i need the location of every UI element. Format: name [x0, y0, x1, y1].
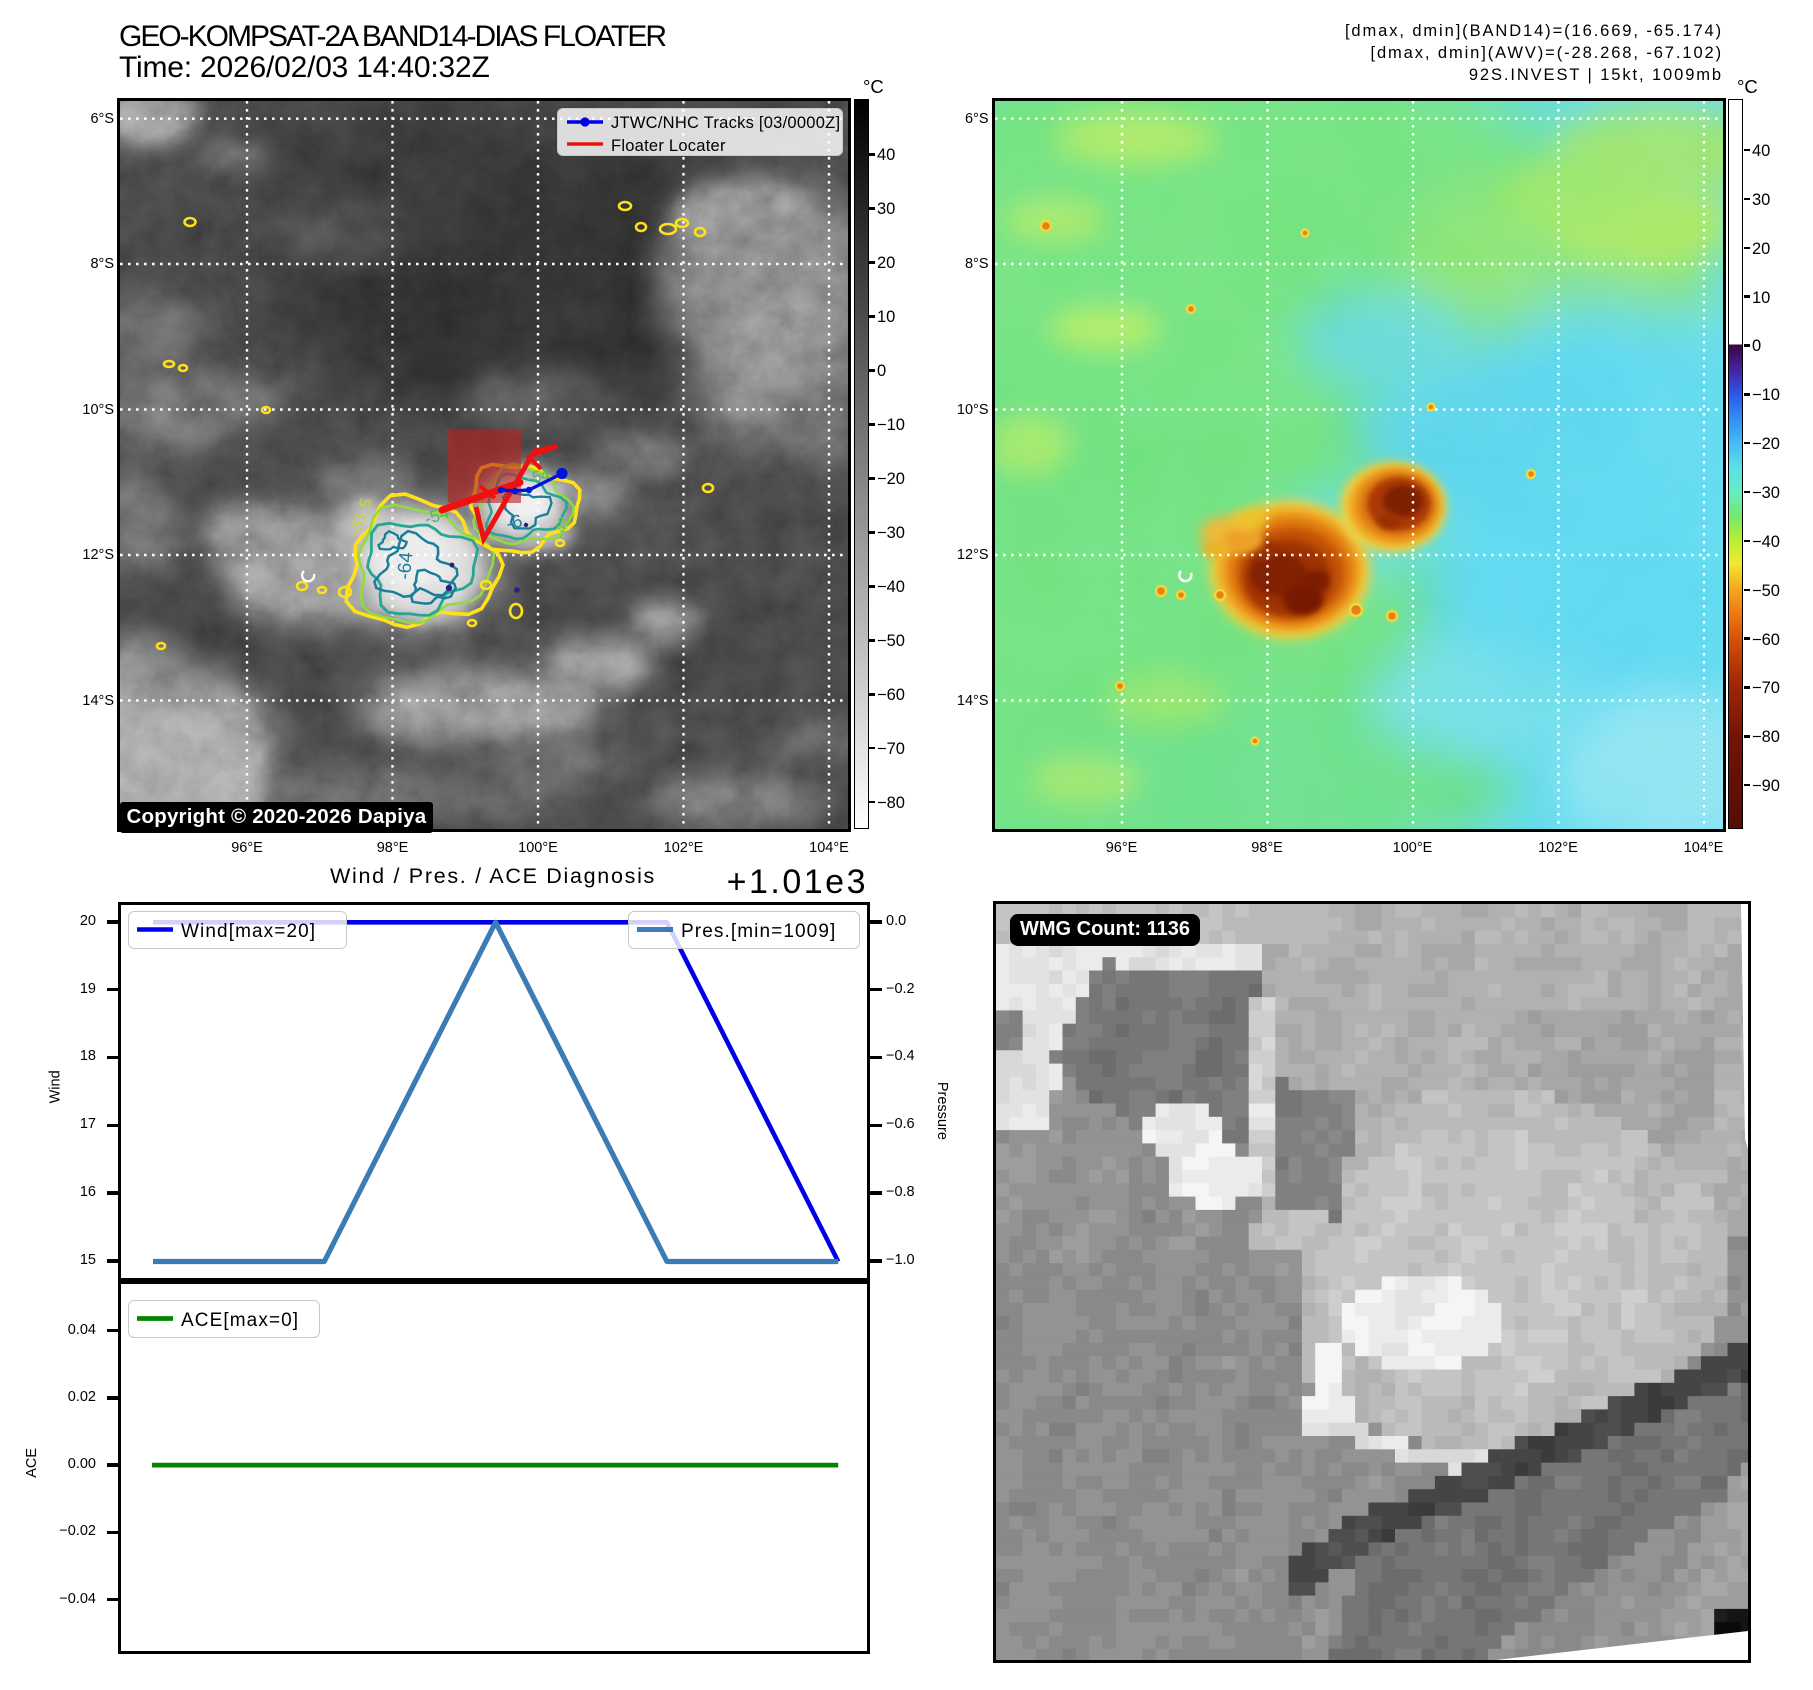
svg-text:-42: -42: [551, 515, 573, 540]
svg-text:-6: -6: [504, 510, 525, 533]
svg-text:-64: -64: [394, 551, 417, 581]
